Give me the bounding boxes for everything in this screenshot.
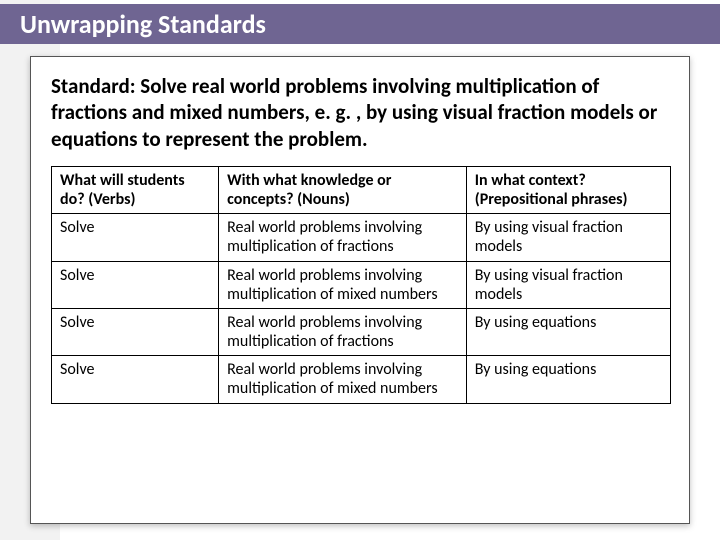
- header-bar: Unwrapping Standards: [0, 4, 720, 44]
- standard-description: Standard: Solve real world problems invo…: [51, 73, 671, 152]
- col-header-nouns: With what knowledge or concepts? (Nouns): [219, 166, 467, 213]
- cell-verb: Solve: [52, 214, 219, 261]
- cell-noun: Real world problems involving multiplica…: [219, 214, 467, 261]
- slide-container: Unwrapping Standards Standard: Solve rea…: [0, 0, 720, 540]
- col-header-verbs: What will students do? (Verbs): [52, 166, 219, 213]
- cell-verb: Solve: [52, 308, 219, 355]
- table-row: Solve Real world problems involving mult…: [52, 356, 671, 403]
- standards-table: What will students do? (Verbs) With what…: [51, 166, 671, 404]
- cell-noun: Real world problems involving multiplica…: [219, 308, 467, 355]
- cell-noun: Real world problems involving multiplica…: [219, 356, 467, 403]
- cell-verb: Solve: [52, 356, 219, 403]
- table-row: Solve Real world problems involving mult…: [52, 214, 671, 261]
- page-title: Unwrapping Standards: [0, 4, 720, 40]
- table-header-row: What will students do? (Verbs) With what…: [52, 166, 671, 213]
- content-panel: Standard: Solve real world problems invo…: [30, 56, 690, 524]
- cell-context: By using equations: [466, 308, 670, 355]
- col-header-context: In what context? (Prepositional phrases): [466, 166, 670, 213]
- cell-context: By using equations: [466, 356, 670, 403]
- cell-context: By using visual fraction models: [466, 214, 670, 261]
- table-row: Solve Real world problems involving mult…: [52, 308, 671, 355]
- table-row: Solve Real world problems involving mult…: [52, 261, 671, 308]
- cell-noun: Real world problems involving multiplica…: [219, 261, 467, 308]
- cell-context: By using visual fraction models: [466, 261, 670, 308]
- cell-verb: Solve: [52, 261, 219, 308]
